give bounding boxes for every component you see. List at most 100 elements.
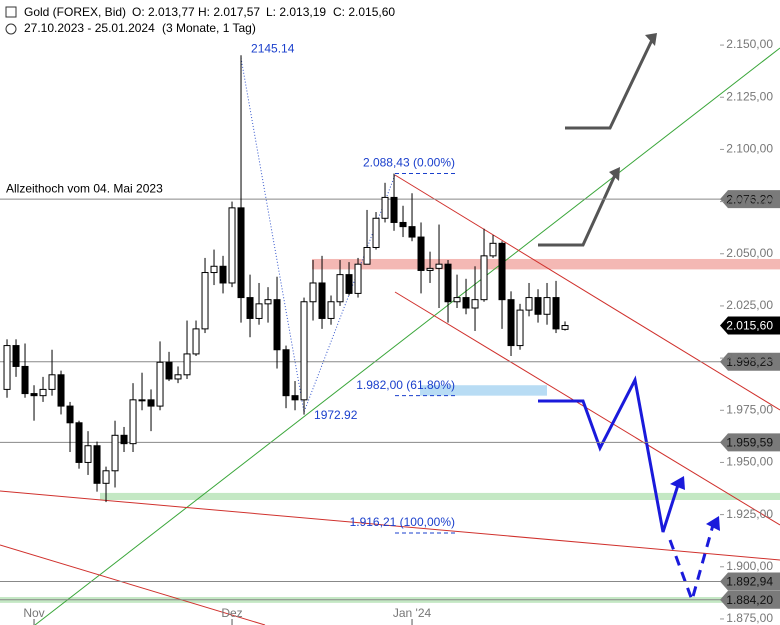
trend-line [394,291,780,526]
candle-body [363,246,371,265]
x-tick-label: Dez [221,606,242,620]
candle-body [327,301,335,319]
candle-body [318,282,326,319]
candle-body [48,374,56,390]
candle-body [561,325,569,330]
candle-body [111,434,119,472]
header-title: Gold (FOREX, Bid) [24,5,126,19]
candle-body [228,207,236,284]
candle-body [30,393,38,397]
candle-body [147,399,155,407]
y-tick-label: 2.000,00 [726,350,773,364]
y-tick-label: 1.925,00 [726,507,773,521]
y-tick-label: 1.900,00 [726,559,773,573]
candle-body [102,470,110,484]
icon [5,6,17,18]
price-tag [720,590,780,609]
arrowhead [706,516,720,531]
candle-body [255,303,263,319]
candle-body [237,207,245,299]
y-tick-label: 2.150,00 [726,37,773,51]
zone [420,385,547,396]
candle-body [138,399,146,402]
candle-body [273,299,281,351]
price-tag [720,190,780,209]
arrowhead [645,33,657,46]
candle-body [219,265,227,284]
candle-body [3,345,11,390]
candle-body [462,297,470,309]
candle-body [84,445,92,463]
arrow [538,174,617,247]
candle-body [264,299,272,305]
arrowhead [670,476,685,490]
candle-body [183,353,191,376]
last-price-label: 2.015,60 [726,319,773,333]
candle-body [93,445,101,484]
candle-body [516,309,524,347]
price-tag [720,433,780,452]
candle-body [75,422,83,463]
trend-line [394,174,780,411]
arrow [668,524,715,605]
candle-body [120,434,128,445]
candle-body [345,274,353,294]
trend-line [34,47,780,625]
header-close: C: 2.015,60 [333,5,395,19]
header-period: (3 Monate, 1 Tag) [162,21,256,35]
candle-body [534,297,542,315]
x-tick-label: Nov [23,606,44,620]
candle-body [390,196,398,223]
trend-lines [0,33,780,625]
candle-body [507,299,515,347]
candle-body [336,274,344,303]
candle-body [246,297,254,319]
candle-body [57,374,65,407]
icon [5,23,17,35]
candle-body [408,226,416,238]
candle-body [192,328,200,355]
zone [312,258,780,270]
candle-body [174,374,182,380]
candle-body [381,196,389,219]
candle-body [282,349,290,397]
candle-body [354,263,362,294]
candle-body [399,221,407,228]
fib-label: 1.982,00 (61.80%) [356,378,455,392]
candle-body [12,345,20,367]
price-tag [720,572,780,591]
candle-body [480,255,488,301]
y-tick-label: 2.075,00 [726,194,773,208]
header-low: L: 2.013,19 [266,5,326,19]
extreme-label: 1972.92 [314,408,358,422]
y-tick-label: 2.025,00 [726,298,773,312]
candle-body [498,242,506,301]
y-tick-label: 1.875,00 [726,611,773,625]
candle-body [129,399,137,445]
candle-body [201,272,209,330]
y-tick-label: 2.125,00 [726,89,773,103]
x-tick-label: Jan '24 [393,606,432,620]
candle-body [156,361,164,407]
candle-body [489,242,497,257]
candle-body [210,265,218,274]
price-tag-label: 1.998,23 [726,355,773,369]
price-tag [720,352,780,371]
y-tick-label: 2.100,00 [726,142,773,156]
price-tag-label: 1.959,59 [726,436,773,450]
candle-body [471,299,479,309]
candle-body [372,217,380,248]
level-note: Allzeithoch vom 04. Mai 2023 [6,181,163,195]
candle-body [453,297,461,303]
candle-body [39,388,47,397]
candle-body [291,395,299,401]
header-high: H: 2.017,57 [198,5,260,19]
header-open: O: 2.013,77 [132,5,195,19]
candle-body [309,282,317,303]
arrowhead [609,167,620,181]
price-tag-label: 1.884,20 [726,593,773,607]
candle-body [426,267,434,271]
y-tick-label: 2.050,00 [726,246,773,260]
last-price-tag [720,316,780,335]
